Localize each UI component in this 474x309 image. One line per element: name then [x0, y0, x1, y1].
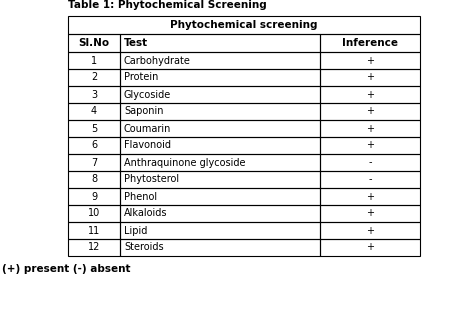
Text: 9: 9	[91, 192, 97, 201]
Bar	[68, 154, 120, 171]
Text: 7: 7	[91, 158, 97, 167]
Bar	[320, 103, 420, 120]
Bar	[320, 171, 420, 188]
Bar	[120, 34, 320, 52]
Bar	[68, 120, 120, 137]
Text: 11: 11	[88, 226, 100, 235]
Text: -: -	[368, 175, 372, 184]
Text: (+) present (-) absent: (+) present (-) absent	[2, 264, 130, 274]
Text: 8: 8	[91, 175, 97, 184]
Bar	[120, 154, 320, 171]
Text: 4: 4	[91, 107, 97, 116]
Bar	[68, 171, 120, 188]
Text: Alkaloids: Alkaloids	[124, 209, 167, 218]
Text: Protein: Protein	[124, 73, 158, 83]
Bar	[120, 222, 320, 239]
Bar	[320, 222, 420, 239]
Text: Anthraquinone glycoside: Anthraquinone glycoside	[124, 158, 246, 167]
Text: 1: 1	[91, 56, 97, 66]
Bar	[320, 154, 420, 171]
Bar	[320, 188, 420, 205]
Bar	[68, 188, 120, 205]
Text: +: +	[366, 90, 374, 99]
Bar	[120, 205, 320, 222]
Text: Steroids: Steroids	[124, 243, 164, 252]
Text: Phytosterol: Phytosterol	[124, 175, 179, 184]
Text: 10: 10	[88, 209, 100, 218]
Bar	[320, 120, 420, 137]
Bar	[320, 137, 420, 154]
Bar	[120, 137, 320, 154]
Bar	[68, 52, 120, 69]
Bar	[68, 16, 420, 34]
Bar	[120, 52, 320, 69]
Bar	[68, 69, 120, 86]
Text: 3: 3	[91, 90, 97, 99]
Bar	[120, 171, 320, 188]
Text: +: +	[366, 56, 374, 66]
Text: Table 1: Phytochemical Screening: Table 1: Phytochemical Screening	[68, 0, 267, 10]
Bar	[120, 103, 320, 120]
Bar	[68, 86, 120, 103]
Bar	[120, 120, 320, 137]
Bar	[68, 103, 120, 120]
Text: 12: 12	[88, 243, 100, 252]
Text: 2: 2	[91, 73, 97, 83]
Text: +: +	[366, 124, 374, 133]
Bar	[320, 52, 420, 69]
Bar	[68, 137, 120, 154]
Text: Phenol: Phenol	[124, 192, 157, 201]
Text: Lipid: Lipid	[124, 226, 147, 235]
Text: +: +	[366, 141, 374, 150]
Text: +: +	[366, 243, 374, 252]
Bar	[120, 69, 320, 86]
Text: 5: 5	[91, 124, 97, 133]
Bar	[320, 69, 420, 86]
Text: Flavonoid: Flavonoid	[124, 141, 171, 150]
Text: -: -	[368, 158, 372, 167]
Text: +: +	[366, 226, 374, 235]
Text: +: +	[366, 209, 374, 218]
Text: Saponin: Saponin	[124, 107, 164, 116]
Bar	[120, 86, 320, 103]
Text: Test: Test	[124, 38, 148, 48]
Bar	[68, 222, 120, 239]
Bar	[320, 86, 420, 103]
Bar	[320, 205, 420, 222]
Bar	[68, 239, 120, 256]
Bar	[320, 239, 420, 256]
Text: +: +	[366, 73, 374, 83]
Text: Coumarin: Coumarin	[124, 124, 172, 133]
Bar	[68, 34, 120, 52]
Text: Inference: Inference	[342, 38, 398, 48]
Bar	[68, 205, 120, 222]
Text: Carbohydrate: Carbohydrate	[124, 56, 191, 66]
Bar	[120, 188, 320, 205]
Text: Sl.No: Sl.No	[78, 38, 109, 48]
Text: Glycoside: Glycoside	[124, 90, 171, 99]
Text: +: +	[366, 192, 374, 201]
Bar	[120, 239, 320, 256]
Text: +: +	[366, 107, 374, 116]
Text: 6: 6	[91, 141, 97, 150]
Bar	[320, 34, 420, 52]
Text: Phytochemical screening: Phytochemical screening	[170, 20, 318, 30]
